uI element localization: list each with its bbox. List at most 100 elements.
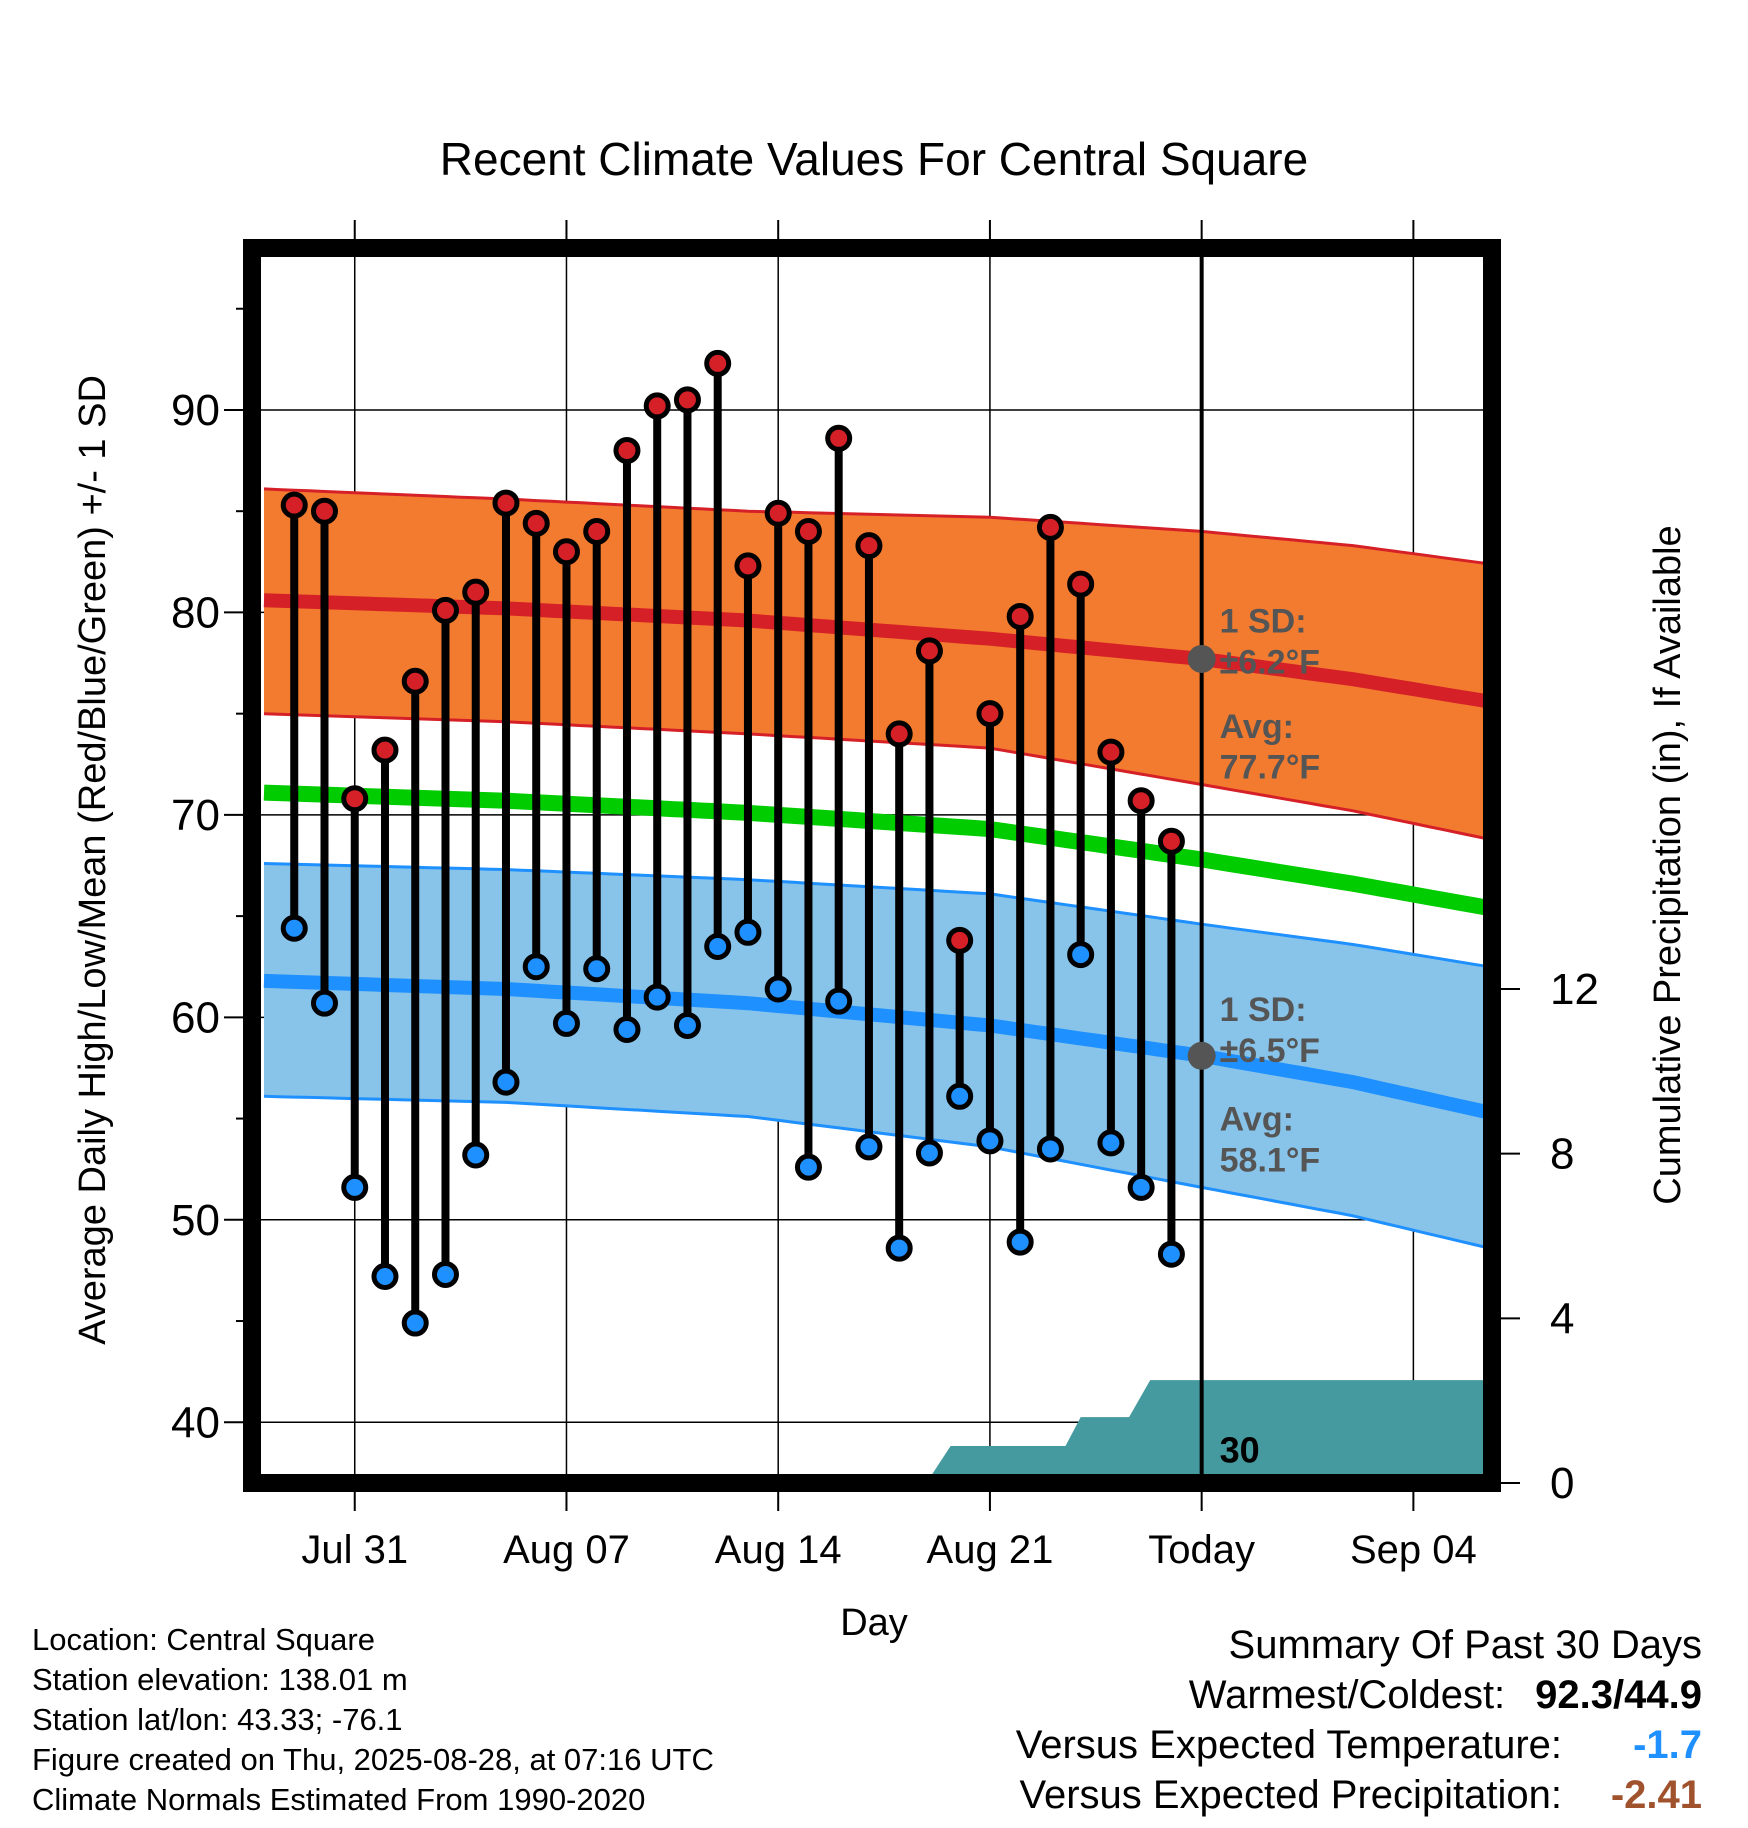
station-info: Location: Central Square Station elevati… bbox=[32, 1620, 714, 1820]
daily-low-point bbox=[401, 1309, 429, 1337]
daily-low-point bbox=[976, 1127, 1004, 1155]
precip-value: -2.41 bbox=[1610, 1773, 1702, 1817]
high-sd-upper-line bbox=[263, 487, 1490, 566]
precipitation-area bbox=[264, 1380, 1489, 1483]
daily-low-point bbox=[673, 1011, 701, 1039]
daily-low-point bbox=[492, 1068, 520, 1096]
daily-high-point bbox=[704, 349, 732, 377]
daily-high-point bbox=[613, 436, 641, 464]
daily-low-point bbox=[1127, 1173, 1155, 1201]
daily-low-point bbox=[734, 918, 762, 946]
daily-high-point bbox=[976, 700, 1004, 728]
daily-high-point bbox=[643, 392, 671, 420]
summary-title: Summary Of Past 30 Days bbox=[1228, 1623, 1702, 1667]
daily-high-point bbox=[462, 578, 490, 606]
y-tick-label: 50 bbox=[171, 1196, 220, 1245]
daily-high-point bbox=[552, 538, 580, 566]
y-tick-label: 80 bbox=[171, 588, 220, 637]
summary-warm-cold: Warmest/Coldest: 92.3/44.9 bbox=[1016, 1670, 1702, 1720]
plot-frame bbox=[243, 239, 1501, 1492]
daily-low-point bbox=[341, 1173, 369, 1201]
daily-low-point bbox=[1097, 1129, 1125, 1157]
daily-low-point bbox=[1006, 1228, 1034, 1256]
daily-low-point bbox=[764, 975, 792, 1003]
daily-high-point bbox=[946, 926, 974, 954]
daily-high-point bbox=[1157, 827, 1185, 855]
mean-average-line bbox=[263, 784, 1491, 916]
daily-high-point bbox=[371, 736, 399, 764]
daily-low-point bbox=[280, 914, 308, 942]
daily-high-point bbox=[431, 596, 459, 624]
daily-low-point bbox=[1157, 1240, 1185, 1268]
daily-high-point bbox=[1067, 570, 1095, 598]
daily-high-point bbox=[492, 489, 520, 517]
low-average-line bbox=[263, 973, 1491, 1120]
y2-tick-label: 4 bbox=[1550, 1294, 1574, 1343]
daily-low-point bbox=[522, 953, 550, 981]
y2-tick-label: 12 bbox=[1550, 965, 1599, 1014]
y-tick-label: 60 bbox=[171, 993, 220, 1042]
daily-low-point bbox=[1067, 941, 1095, 969]
daily-low-point bbox=[431, 1260, 459, 1288]
low-sd-lower-line bbox=[263, 1094, 1490, 1250]
x-tick-label: Aug 21 bbox=[927, 1528, 1054, 1572]
low-sd-upper-line bbox=[263, 862, 1490, 969]
precip-label: Versus Expected Precipitation: bbox=[1019, 1773, 1562, 1817]
today-low-average-marker bbox=[1187, 1041, 1216, 1070]
y2-tick-label: 8 bbox=[1550, 1130, 1574, 1179]
daily-high-point bbox=[1036, 513, 1064, 541]
daily-low-point bbox=[946, 1082, 974, 1110]
plot-area: 1 SD: ±6.2°F Avg: 77.7°F 1 SD: ±6.5°F Avg: 58.1… bbox=[171, 220, 1599, 1572]
daily-high-point bbox=[1127, 787, 1155, 815]
daily-high-point bbox=[764, 499, 792, 527]
summary-temp: Versus Expected Temperature: -1.7 bbox=[1016, 1720, 1702, 1770]
daily-low-point bbox=[885, 1234, 913, 1262]
summary-panel: Summary Of Past 30 Days Warmest/Coldest:… bbox=[1016, 1620, 1702, 1820]
y-tick-label: 70 bbox=[171, 791, 220, 840]
daily-high-point bbox=[401, 667, 429, 695]
today-high-average-marker bbox=[1187, 644, 1216, 673]
daily-low-point bbox=[1036, 1135, 1064, 1163]
y-tick-label: 40 bbox=[171, 1398, 220, 1447]
daily-high-point bbox=[673, 386, 701, 414]
high-sd-lower-line bbox=[263, 712, 1490, 841]
x-tick-label: Jul 31 bbox=[301, 1528, 408, 1572]
low-sd-annotation: 1 SD: ±6.5°F bbox=[1220, 991, 1320, 1070]
daily-low-point bbox=[704, 932, 732, 960]
warm-cold-label: Warmest/Coldest: bbox=[1188, 1673, 1506, 1717]
daily-low-point bbox=[583, 955, 611, 983]
low-average-annotation: Avg: 58.1°F bbox=[1220, 1101, 1321, 1180]
created-text: Figure created on Thu, 2025-08-28, at 07… bbox=[32, 1742, 714, 1777]
daily-low-point bbox=[613, 1015, 641, 1043]
daily-high-point bbox=[310, 497, 338, 525]
daily-high-point bbox=[885, 720, 913, 748]
daily-high-point bbox=[915, 637, 943, 665]
x-tick-label: Aug 14 bbox=[715, 1528, 842, 1572]
elevation-text: Station elevation: 138.01 m bbox=[32, 1662, 408, 1697]
x-tick-label: Aug 07 bbox=[503, 1528, 630, 1572]
daily-low-point bbox=[462, 1141, 490, 1169]
latlon-text: Station lat/lon: 43.33; -76.1 bbox=[32, 1702, 403, 1737]
plot-interior: 1 SD: ±6.2°F Avg: 77.7°F 1 SD: ±6.5°F Avg: 58.1… bbox=[252, 248, 1492, 1483]
warm-cold-value: 92.3/44.9 bbox=[1535, 1673, 1702, 1717]
y-tick-label: 90 bbox=[171, 386, 220, 435]
daily-high-point bbox=[280, 491, 308, 519]
y-axis-label: Average Daily High/Low/Mean (Red/Blue/Gr… bbox=[72, 375, 114, 1345]
x-tick-label: Today bbox=[1148, 1528, 1255, 1572]
daily-low-point bbox=[794, 1153, 822, 1181]
daily-high-point bbox=[583, 517, 611, 545]
daily-low-point bbox=[371, 1262, 399, 1290]
daily-high-point bbox=[341, 785, 369, 813]
daily-high-point bbox=[825, 424, 853, 452]
y2-axis-label: Cumulative Precipitation (in), If Availa… bbox=[1647, 525, 1689, 1204]
chart-title: Recent Climate Values For Central Square bbox=[440, 133, 1308, 185]
high-average-annotation: Avg: 77.7°F bbox=[1220, 708, 1321, 787]
daily-high-point bbox=[855, 532, 883, 560]
daily-high-point bbox=[1097, 738, 1125, 766]
temp-value: -1.7 bbox=[1633, 1723, 1702, 1767]
daily-high-point bbox=[522, 509, 550, 537]
daily-low-point bbox=[643, 983, 671, 1011]
high-sd-annotation: 1 SD: ±6.2°F bbox=[1220, 603, 1320, 682]
x-tick-label: Sep 04 bbox=[1350, 1528, 1477, 1572]
